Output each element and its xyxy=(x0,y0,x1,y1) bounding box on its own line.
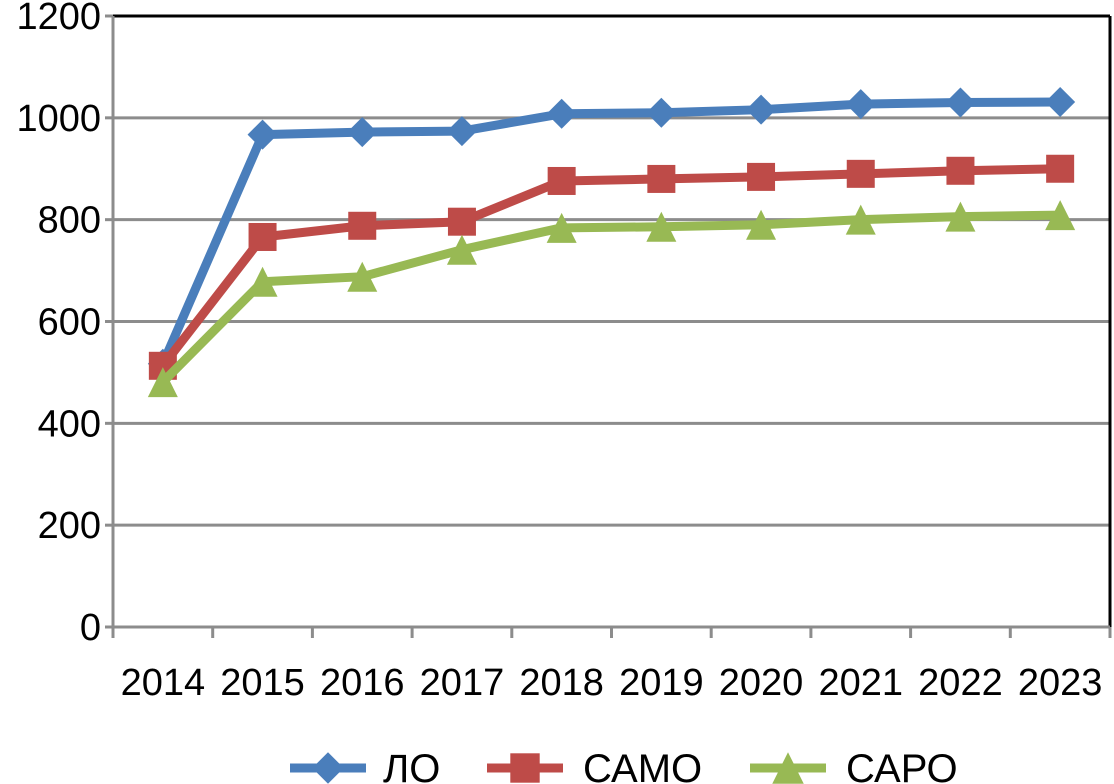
y-tick-label: 400 xyxy=(38,403,101,445)
x-axis-ticks xyxy=(111,627,1112,638)
legend-marker-square-icon xyxy=(510,753,540,783)
x-tick-label: 2020 xyxy=(719,662,804,704)
y-tick-label: 1200 xyxy=(16,0,101,38)
x-tick-label: 2019 xyxy=(619,662,704,704)
x-tick-label: 2015 xyxy=(220,662,305,704)
legend-item: САМО xyxy=(487,747,702,784)
series-line xyxy=(159,164,1061,369)
data-point xyxy=(446,234,477,265)
legend-label: САРО xyxy=(846,747,958,784)
data-point xyxy=(247,119,278,150)
data-point xyxy=(646,97,677,128)
data-point xyxy=(746,209,777,240)
y-tick-label: 200 xyxy=(38,505,101,547)
y-tick-label: 1000 xyxy=(16,98,101,140)
data-point xyxy=(1045,200,1076,231)
data-point xyxy=(845,204,876,235)
y-tick-label: 800 xyxy=(38,200,101,242)
data-point xyxy=(348,211,377,240)
legend-marker-diamond-icon xyxy=(312,752,344,784)
data-point xyxy=(547,166,576,195)
data-point xyxy=(147,367,178,398)
x-tick-label: 2016 xyxy=(320,662,405,704)
data-point xyxy=(945,87,976,118)
series-group xyxy=(147,87,1076,398)
data-point xyxy=(447,207,476,236)
data-point xyxy=(446,116,477,147)
series-line xyxy=(158,97,1061,366)
legend-label: САМО xyxy=(583,747,702,784)
data-point xyxy=(845,89,876,120)
series-1 xyxy=(148,154,1075,380)
data-point xyxy=(647,164,676,193)
x-tick-label: 2018 xyxy=(519,662,604,704)
legend-marker-triangle-icon xyxy=(772,752,804,784)
data-point xyxy=(247,266,278,297)
data-point xyxy=(746,94,777,125)
x-tick-label: 2023 xyxy=(1018,662,1103,704)
series-line xyxy=(159,210,1061,386)
legend-label: ЛО xyxy=(383,747,440,784)
y-tick-label: 0 xyxy=(80,607,101,649)
data-point xyxy=(946,156,975,185)
data-point xyxy=(546,212,577,243)
y-axis-labels: 0 200 400 600 800 1000 1200 xyxy=(16,0,101,649)
x-tick-label: 2022 xyxy=(918,662,1003,704)
gridlines xyxy=(105,14,1110,629)
data-point xyxy=(846,159,875,188)
x-tick-label: 2014 xyxy=(121,662,206,704)
legend: ЛО САМО САРО xyxy=(290,747,958,784)
data-point xyxy=(546,98,577,129)
data-point xyxy=(747,162,776,191)
data-point xyxy=(1046,154,1075,183)
data-point xyxy=(945,201,976,232)
legend-item: САРО xyxy=(750,747,958,784)
data-point xyxy=(347,117,378,148)
x-axis-labels: 2014 2015 2016 2017 2018 2019 2020 2021 2022 2023 xyxy=(121,662,1103,704)
series-2 xyxy=(147,200,1076,398)
data-point xyxy=(1045,87,1076,118)
data-point xyxy=(347,261,378,292)
x-tick-label: 2017 xyxy=(420,662,505,704)
legend-item: ЛО xyxy=(290,747,440,784)
x-tick-label: 2021 xyxy=(818,662,903,704)
y-tick-label: 600 xyxy=(38,302,101,344)
data-point xyxy=(248,222,277,251)
data-point xyxy=(646,211,677,242)
